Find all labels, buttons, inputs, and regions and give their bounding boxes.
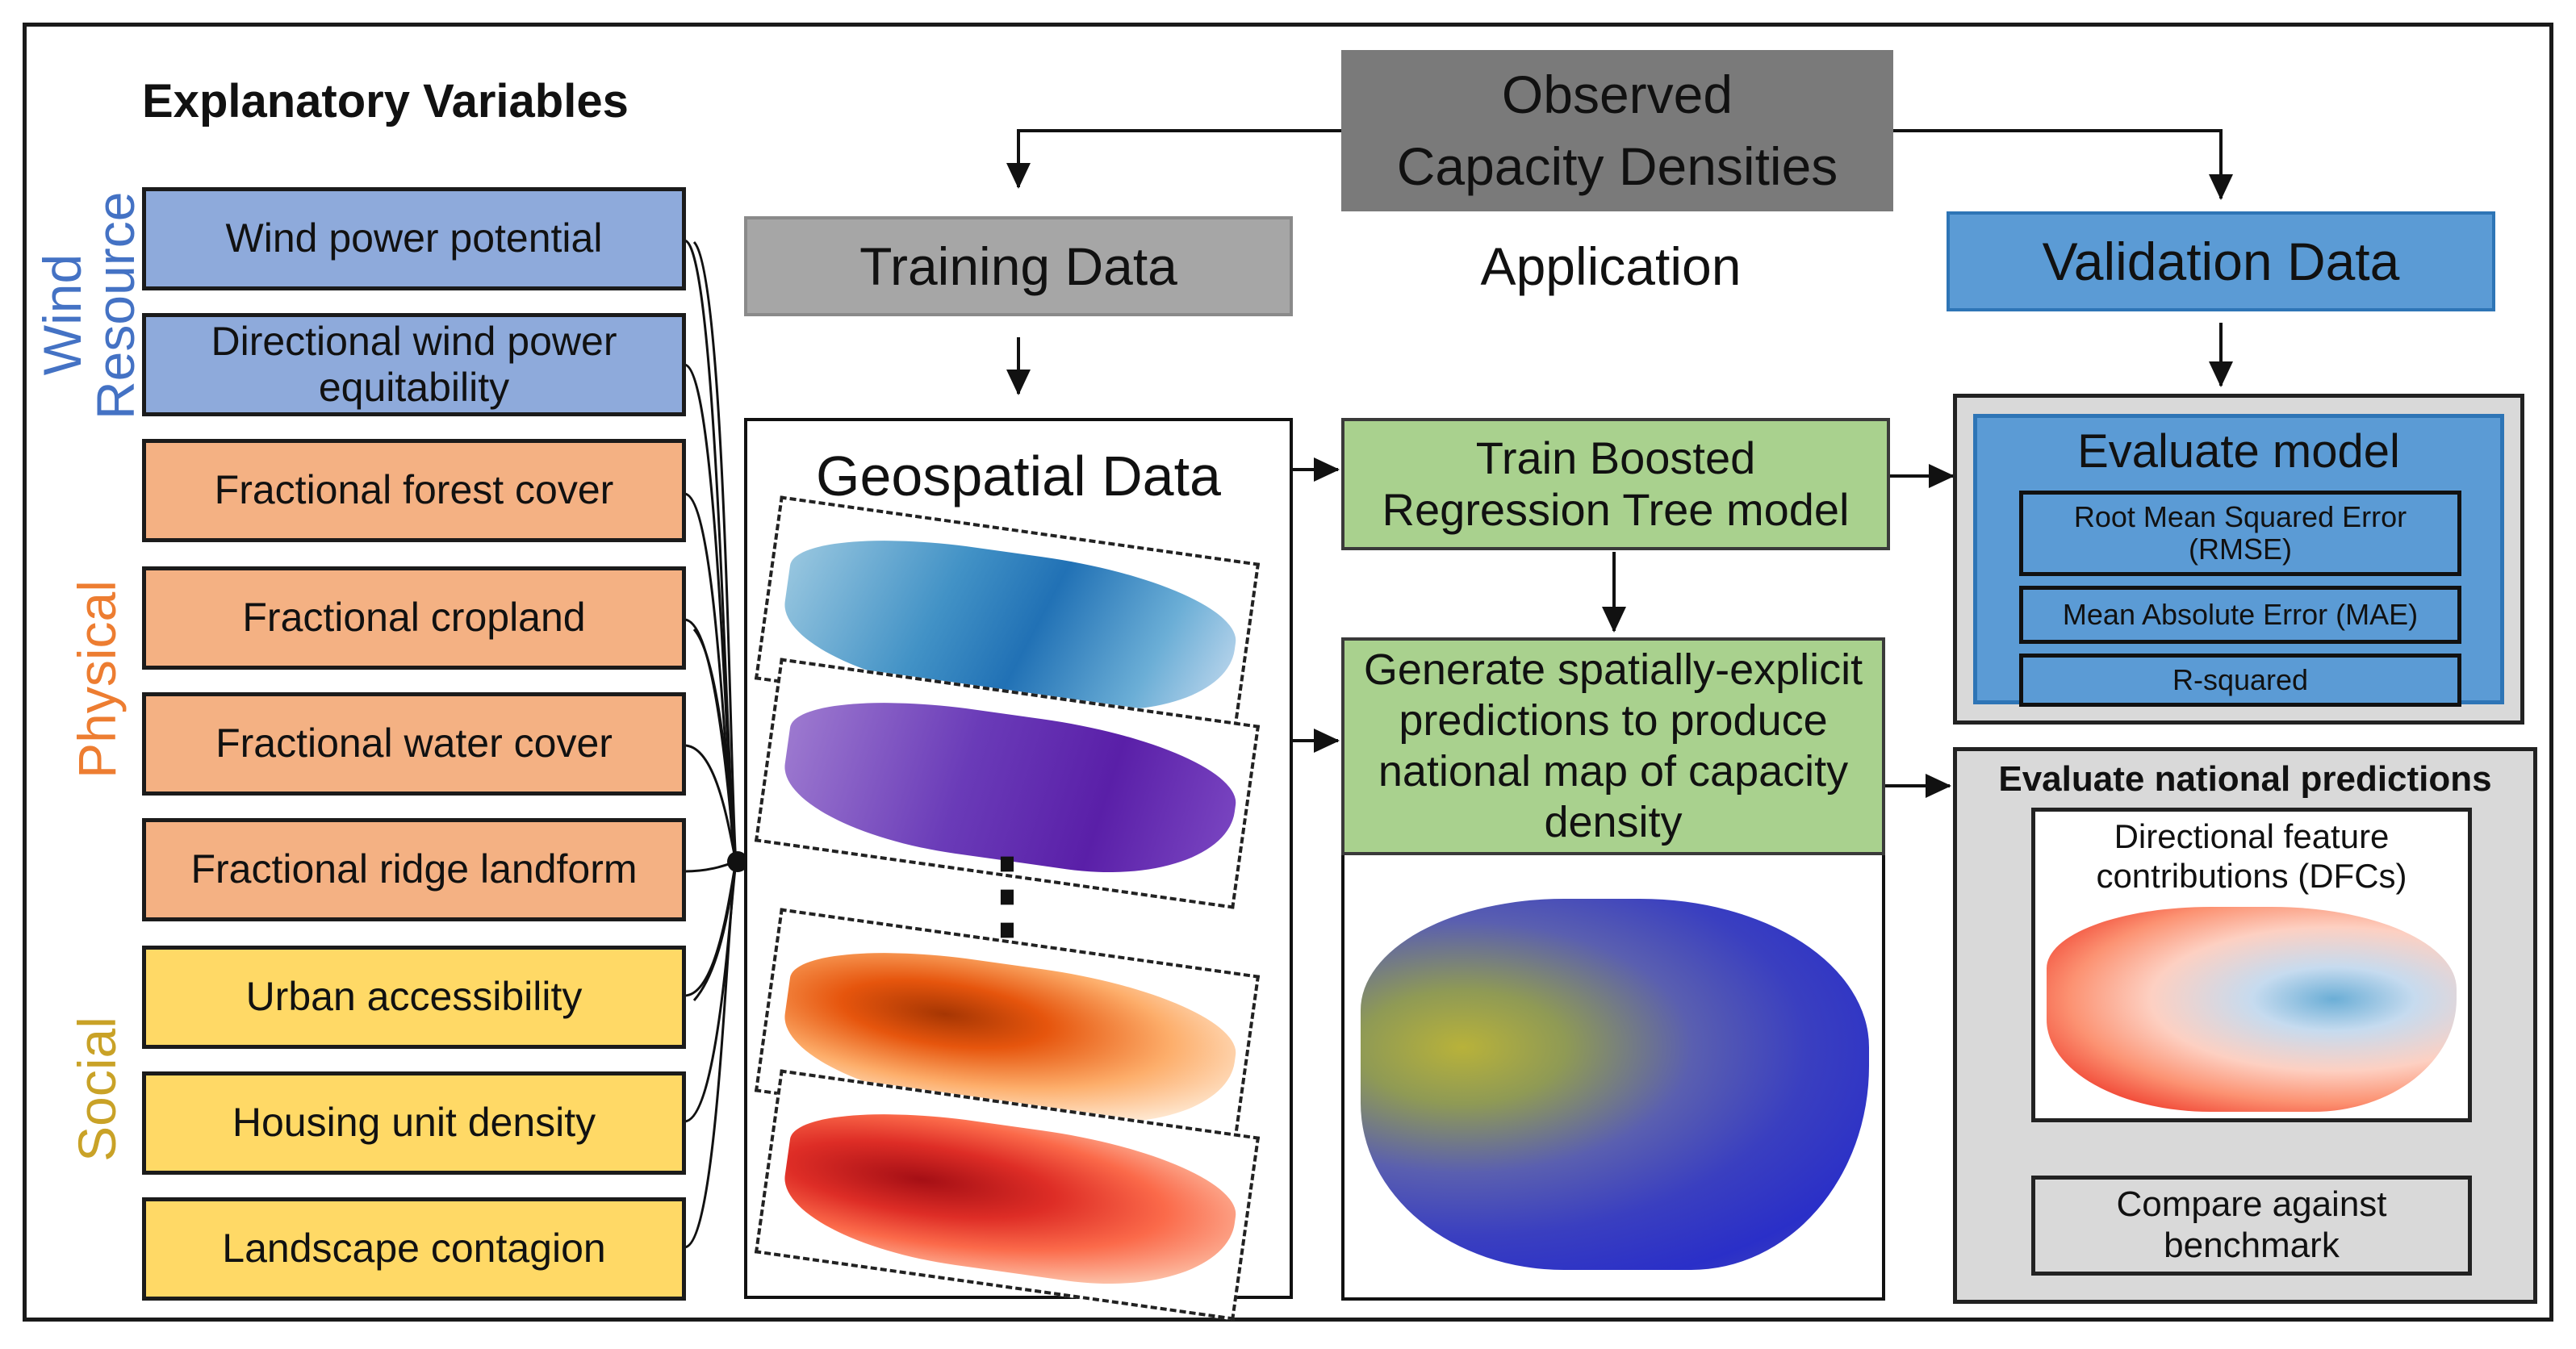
category-wind-resource: Wind Resource — [32, 191, 145, 420]
fan-in-node — [727, 851, 748, 872]
arrow-observed-to-validation — [1893, 129, 2233, 200]
explanatory-variables-title: Explanatory Variables — [142, 75, 629, 127]
metric-rmse: Root Mean Squared Error (RMSE) — [2019, 491, 2461, 576]
variable-fan-in — [684, 239, 738, 1249]
train-model-box: Train Boosted Regression Tree model — [1341, 418, 1890, 550]
generate-predictions-label: Generate spatially-explicit predictions … — [1363, 645, 1863, 847]
evaluate-model-outer: Evaluate model Root Mean Squared Error (… — [1953, 394, 2524, 725]
compare-benchmark-label: Compare against benchmark — [2116, 1184, 2387, 1265]
evaluate-model-title: Evaluate model — [2077, 425, 2400, 478]
variable-housing-unit-density: Housing unit density — [142, 1071, 686, 1175]
national-predictions-title: Evaluate national predictions — [1998, 759, 2492, 799]
evaluate-model-box: Evaluate model Root Mean Squared Error (… — [1973, 414, 2504, 707]
variable-directional-wind-power-equitability: Directional wind power equitability — [142, 313, 686, 416]
arrow-observed-to-training — [1006, 129, 1341, 189]
dfc-label: Directional feature contributions (DFCs) — [2096, 817, 2407, 896]
train-model-label: Train Boosted Regression Tree model — [1382, 432, 1850, 535]
variable-fractional-forest-cover: Fractional forest cover — [142, 439, 686, 542]
variable-wind-power-potential: Wind power potential — [142, 187, 686, 290]
dfc-box: Directional feature contributions (DFCs) — [2031, 808, 2472, 1122]
map-national-capacity-density — [1361, 899, 1869, 1270]
variable-fractional-cropland: Fractional cropland — [142, 566, 686, 670]
layers-ellipsis: ⋮ — [959, 840, 1056, 948]
observed-capacity-densities-box: Observed Capacity Densities — [1341, 50, 1893, 211]
figure-frame — [23, 23, 2553, 1322]
category-physical: Physical — [67, 580, 127, 779]
training-data-box: Training Data — [744, 216, 1293, 316]
variable-fractional-ridge-landform: Fractional ridge landform — [142, 818, 686, 921]
metric-mae: Mean Absolute Error (MAE) — [2019, 586, 2461, 644]
category-social: Social — [67, 1017, 127, 1162]
metric-r-squared: R-squared — [2019, 654, 2461, 707]
variable-fractional-water-cover: Fractional water cover — [142, 692, 686, 796]
validation-data-box: Validation Data — [1947, 211, 2495, 311]
application-label: Application — [1480, 236, 1742, 296]
variable-urban-accessibility: Urban accessibility — [142, 946, 686, 1049]
generate-predictions-panel: Generate spatially-explicit predictions … — [1341, 637, 1885, 1301]
map-directional-feature-contributions — [2047, 907, 2457, 1112]
geospatial-data-title: Geospatial Data — [816, 445, 1221, 507]
generate-predictions-box: Generate spatially-explicit predictions … — [1341, 637, 1885, 855]
observed-capacity-densities-label: Observed Capacity Densities — [1396, 64, 1838, 196]
variable-landscape-contagion: Landscape contagion — [142, 1197, 686, 1301]
national-predictions-panel: Evaluate national predictions Directiona… — [1953, 747, 2537, 1304]
compare-benchmark-box: Compare against benchmark — [2031, 1176, 2472, 1276]
